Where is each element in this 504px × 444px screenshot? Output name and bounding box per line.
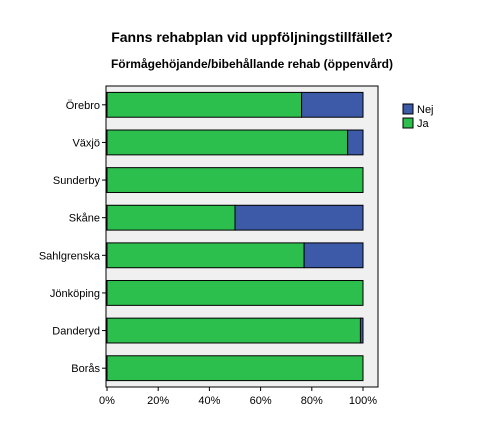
bar-ja-3 xyxy=(106,167,364,193)
bar-ja-7 xyxy=(106,317,361,344)
y-tick-label: Jönköping xyxy=(50,288,100,300)
bar-ja-8 xyxy=(106,355,364,382)
chart-title: Fanns rehabplan vid uppföljningstillfäll… xyxy=(111,29,393,45)
x-axis-ticks: 0% 20% 40% 60% 80% 100% xyxy=(99,387,377,407)
x-tick-label: 20% xyxy=(147,395,169,407)
y-tick-label: Växjö xyxy=(72,137,100,149)
y-axis-ticks: Örebro Växjö Sunderby Skåne Sahlgrenska Jönkö… xyxy=(39,100,106,375)
x-tick-label: 100% xyxy=(349,395,377,407)
y-tick-label: Skåne xyxy=(69,213,100,225)
bar-nej-1 xyxy=(301,91,364,118)
legend-label-nej: Nej xyxy=(417,104,434,116)
bar-ja-6 xyxy=(106,280,364,306)
y-tick-label: Örebro xyxy=(66,100,100,112)
y-tick-label: Sunderby xyxy=(53,175,101,187)
bar-nej-2 xyxy=(347,129,364,156)
y-tick-label: Sahlgrenska xyxy=(39,250,101,262)
chart-subtitle: Förmågehöjande/bibehållande rehab (öppen… xyxy=(111,57,393,71)
x-tick-label: 60% xyxy=(250,395,272,407)
bar-nej-4 xyxy=(234,204,364,231)
x-tick-label: 80% xyxy=(301,395,323,407)
x-tick-label: 0% xyxy=(99,395,115,407)
bar-nej-7 xyxy=(359,317,364,344)
legend-swatch-ja xyxy=(402,117,414,129)
bar-nej-5 xyxy=(303,242,364,269)
bar-ja-5 xyxy=(106,242,305,269)
bar-ja-2 xyxy=(106,129,349,156)
legend-swatch-nej xyxy=(402,103,414,115)
bar-ja-4 xyxy=(106,204,236,231)
x-tick-label: 40% xyxy=(198,395,220,407)
bar-ja-1 xyxy=(106,91,303,118)
legend: Nej Ja xyxy=(402,103,434,130)
legend-label-ja: Ja xyxy=(417,118,430,130)
bars-group xyxy=(106,91,364,382)
y-tick-label: Borås xyxy=(71,363,100,375)
y-tick-label: Danderyd xyxy=(52,326,100,338)
